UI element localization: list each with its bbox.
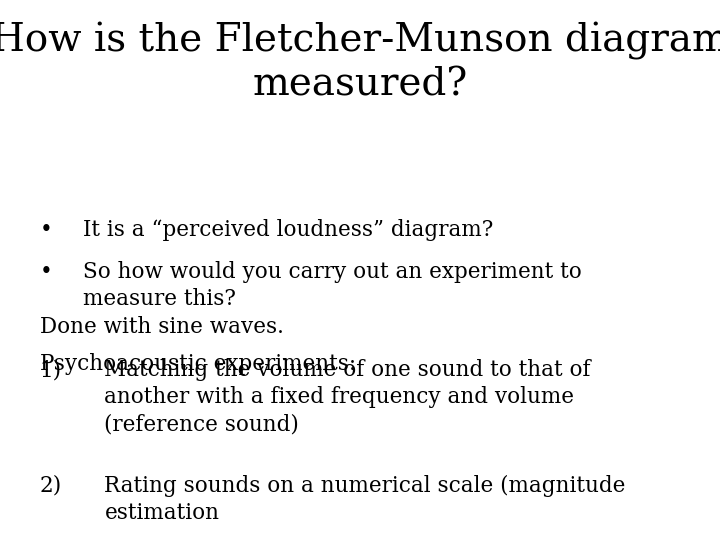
Text: Rating sounds on a numerical scale (magnitude
estimation: Rating sounds on a numerical scale (magn… bbox=[104, 475, 626, 524]
Text: 2): 2) bbox=[40, 475, 62, 497]
Text: Done with sine waves.: Done with sine waves. bbox=[40, 316, 284, 338]
Text: 1): 1) bbox=[40, 359, 62, 381]
Text: It is a “perceived loudness” diagram?: It is a “perceived loudness” diagram? bbox=[83, 219, 493, 241]
Text: Matching the volume of one sound to that of
another with a fixed frequency and v: Matching the volume of one sound to that… bbox=[104, 359, 591, 435]
Text: •: • bbox=[40, 261, 53, 283]
Text: So how would you carry out an experiment to
measure this?: So how would you carry out an experiment… bbox=[83, 261, 582, 310]
Text: •: • bbox=[40, 219, 53, 241]
Text: How is the Fletcher-Munson diagram
measured?: How is the Fletcher-Munson diagram measu… bbox=[0, 22, 720, 104]
Text: Psychoacoustic experiments:: Psychoacoustic experiments: bbox=[40, 353, 356, 375]
